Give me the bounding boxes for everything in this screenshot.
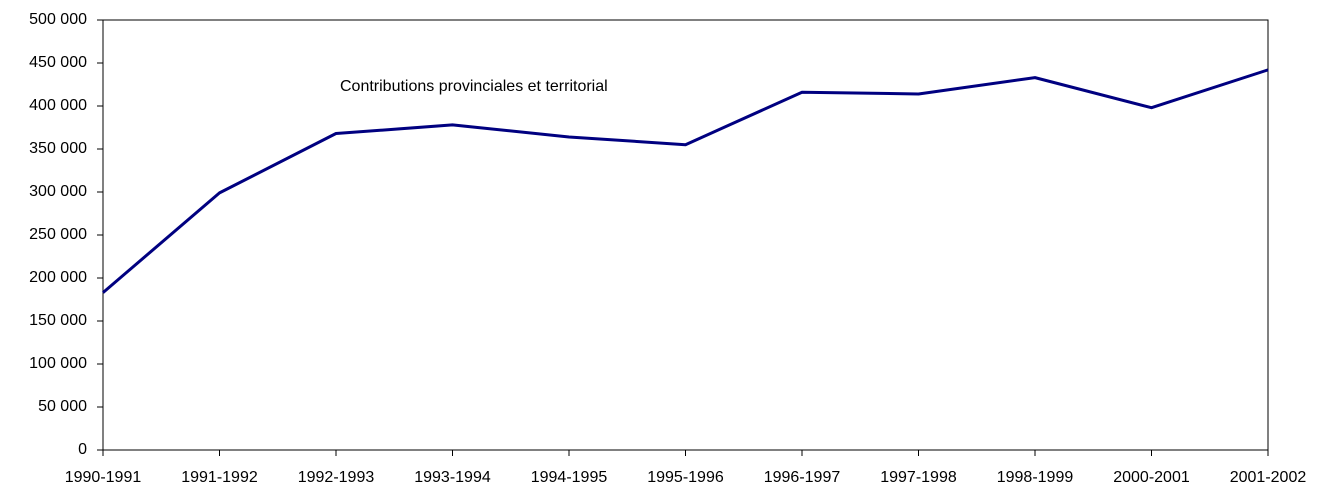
x-tick-label: 2001-2002: [1230, 469, 1307, 486]
x-tick-label: 1992-1993: [298, 469, 375, 486]
y-tick-label: 0: [78, 441, 87, 458]
series-label: Contributions provinciales et territoria…: [340, 78, 608, 95]
x-tick-label: 1996-1997: [764, 469, 841, 486]
y-tick-label: 250 000: [29, 226, 87, 243]
y-tick-label: 300 000: [29, 183, 87, 200]
y-tick-label: 350 000: [29, 140, 87, 157]
y-tick-label: 150 000: [29, 312, 87, 329]
x-tick-label: 1998-1999: [997, 469, 1074, 486]
y-tick-label: 450 000: [29, 54, 87, 71]
x-tick-label: 1993-1994: [414, 469, 491, 486]
x-tick-label: 1997-1998: [880, 469, 957, 486]
line-series: [102, 68, 1269, 294]
x-tick-label: 1994-1995: [531, 469, 608, 486]
y-tick-label: 500 000: [29, 11, 87, 28]
plot-frame: [102, 19, 1269, 451]
x-tick-label: 2000-2001: [1113, 469, 1190, 486]
y-tick-label: 400 000: [29, 97, 87, 114]
x-tick-label: 1990-1991: [65, 469, 142, 486]
y-tick-label: 100 000: [29, 355, 87, 372]
y-tick-label: 50 000: [38, 398, 87, 415]
x-tick-label: 1995-1996: [647, 469, 724, 486]
y-tick-label: 200 000: [29, 269, 87, 286]
x-tick-label: 1991-1992: [181, 469, 258, 486]
